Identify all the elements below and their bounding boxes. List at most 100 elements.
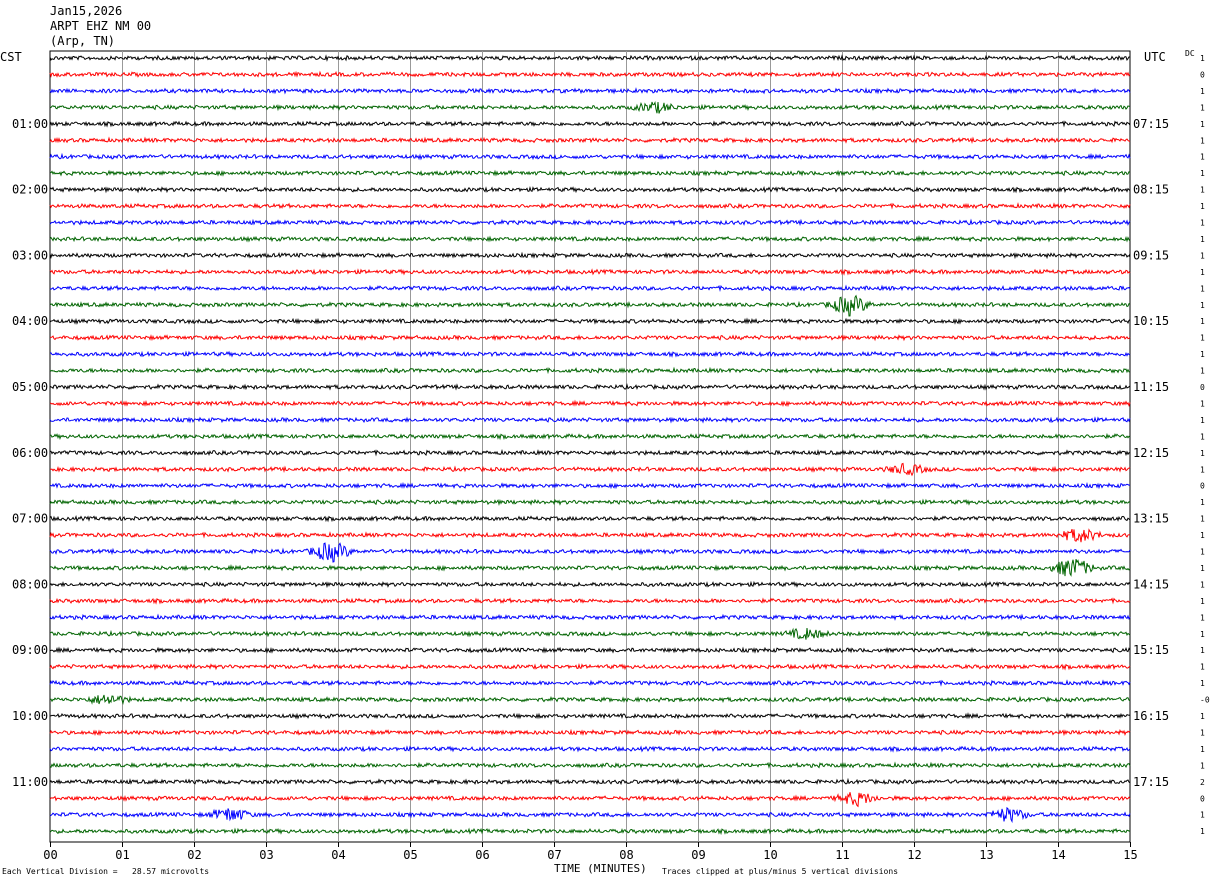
dc-offset-value: 1	[1200, 597, 1205, 606]
seismic-trace	[49, 251, 1131, 260]
seismic-trace	[49, 777, 1131, 786]
seismic-trace	[50, 169, 1131, 177]
seismic-trace	[49, 185, 1131, 194]
seismic-trace	[49, 202, 1131, 210]
dc-offset-value: 1	[1200, 679, 1205, 688]
seismic-trace	[49, 100, 1131, 114]
hour-label-cst: 01:00	[12, 117, 48, 131]
clipping-note: Traces clipped at plus/minus 5 vertical …	[662, 867, 899, 876]
hour-label-cst: 03:00	[12, 248, 48, 262]
dc-offset-value: 1	[1200, 399, 1205, 408]
dc-offset-value: 1	[1200, 268, 1205, 277]
hour-label-utc: 15:15	[1133, 643, 1169, 657]
seismic-trace	[49, 218, 1131, 227]
dc-offset-value: 1	[1200, 564, 1205, 573]
seismic-trace	[49, 662, 1131, 671]
x-tick-label: 14	[1051, 848, 1065, 862]
seismic-trace	[49, 679, 1131, 687]
dc-offset-value: 1	[1200, 498, 1205, 507]
seismic-trace	[49, 597, 1131, 605]
dc-offset-value: 1	[1200, 235, 1205, 244]
dc-offset-value: 0	[1200, 794, 1205, 803]
seismic-trace	[49, 383, 1131, 391]
dc-column-label: DC	[1185, 49, 1195, 58]
seismic-trace	[50, 627, 1131, 640]
hour-label-cst: 11:00	[12, 775, 48, 789]
hour-label-cst: 08:00	[12, 577, 48, 591]
seismic-trace	[49, 235, 1131, 243]
right-timezone-label: UTC	[1144, 50, 1166, 64]
dc-offset-value: 1	[1200, 350, 1205, 359]
seismic-trace	[49, 745, 1131, 753]
dc-offset-value: 1	[1200, 580, 1205, 589]
dc-offset-value: 0	[1200, 482, 1205, 491]
hour-label-utc: 09:15	[1133, 248, 1169, 262]
dc-offset-value: 1	[1200, 712, 1205, 721]
station-location: (Arp, TN)	[50, 34, 116, 48]
hour-label-utc: 07:15	[1133, 117, 1169, 131]
dc-offset-value: 2	[1200, 778, 1205, 787]
seismic-trace	[49, 120, 1131, 128]
seismic-trace	[49, 284, 1131, 292]
seismic-trace	[49, 448, 1131, 457]
dc-offset-value: 1	[1200, 548, 1205, 557]
seismic-trace	[49, 528, 1130, 543]
hour-label-cst: 07:00	[12, 512, 48, 526]
seismic-trace	[49, 827, 1131, 836]
seismic-trace	[49, 366, 1131, 375]
dc-offset-value: 1	[1200, 416, 1205, 425]
hour-label-utc: 13:15	[1133, 512, 1169, 526]
seismic-trace	[49, 87, 1131, 95]
seismic-trace	[49, 694, 1131, 706]
dc-offset-value: 0	[1200, 70, 1205, 79]
x-tick-label: 00	[43, 848, 57, 862]
left-timezone-label: CST	[0, 50, 22, 64]
x-tick-label: 05	[403, 848, 417, 862]
dc-offset-value: 1	[1200, 87, 1205, 96]
seismic-trace	[49, 136, 1131, 144]
seismic-trace	[49, 498, 1131, 506]
hour-label-utc: 17:15	[1133, 775, 1169, 789]
x-tick-label: 15	[1123, 848, 1137, 862]
dc-offset-value: 1	[1200, 663, 1205, 672]
seismic-trace	[50, 462, 1131, 477]
seismic-trace	[49, 646, 1131, 654]
dc-offset-value: 1	[1200, 136, 1205, 145]
dc-offset-value: -0	[1200, 696, 1210, 705]
seismic-trace	[49, 152, 1131, 161]
dc-offset-value: 1	[1200, 169, 1205, 178]
dc-offset-value: 1	[1200, 284, 1205, 293]
seismic-trace	[49, 416, 1131, 424]
dc-offset-value: 1	[1200, 367, 1205, 376]
dc-offset-value: 1	[1200, 827, 1205, 836]
x-tick-label: 07	[547, 848, 561, 862]
hour-label-utc: 16:15	[1133, 709, 1169, 723]
dc-offset-value: 0	[1200, 383, 1205, 392]
seismic-trace	[49, 515, 1131, 523]
seismic-trace	[49, 613, 1131, 621]
seismic-trace	[49, 481, 1131, 490]
seismic-trace	[49, 70, 1131, 79]
hour-label-cst: 05:00	[12, 380, 48, 394]
dc-offset-value: 1	[1200, 761, 1205, 770]
hour-label-cst: 09:00	[12, 643, 48, 657]
x-tick-label: 04	[331, 848, 345, 862]
x-tick-label: 03	[259, 848, 273, 862]
hour-label-utc: 08:15	[1133, 183, 1169, 197]
dc-offset-value: 1	[1200, 811, 1205, 820]
hour-label-utc: 11:15	[1133, 380, 1169, 394]
dc-offset-value: 1	[1200, 531, 1205, 540]
dc-offset-value: 1	[1200, 728, 1205, 737]
dc-offset-value: 1	[1200, 186, 1205, 195]
seismic-trace	[49, 580, 1131, 589]
hour-label-utc: 12:15	[1133, 446, 1169, 460]
x-tick-label: 10	[763, 848, 777, 862]
hour-label-cst: 02:00	[12, 183, 48, 197]
hour-label-utc: 14:15	[1133, 577, 1169, 591]
x-tick-label: 02	[187, 848, 201, 862]
seismic-trace	[49, 350, 1131, 358]
dc-offset-value: 1	[1200, 515, 1205, 524]
vertical-division-note: Each Vertical Division = 28.57 microvolt…	[2, 867, 210, 876]
dc-offset-value: 1	[1200, 646, 1205, 655]
seismic-trace	[49, 317, 1131, 325]
